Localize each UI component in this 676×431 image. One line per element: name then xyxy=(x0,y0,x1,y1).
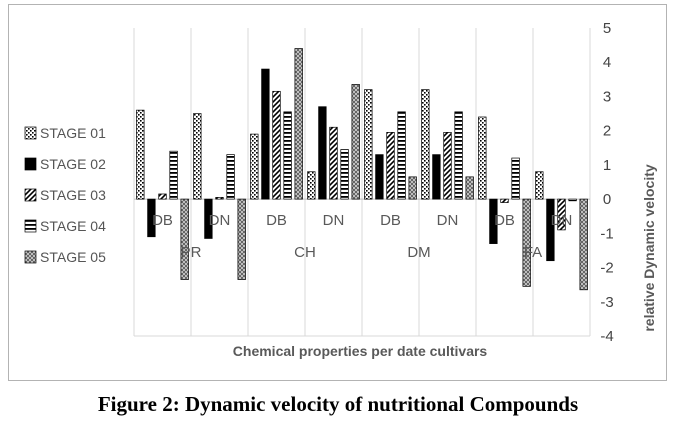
bar-stage-04 xyxy=(340,149,349,200)
legend-label: STAGE 03 xyxy=(40,187,106,203)
bar-stage-05 xyxy=(579,198,588,291)
y-axis-title: relative Dynamic velocity xyxy=(641,164,657,332)
legend: STAGE 01 STAGE 02 STAGE 03 STAGE 04 STAGE 05 xyxy=(24,125,106,265)
bar-stage-01 xyxy=(421,89,430,200)
bar-stage-01 xyxy=(136,109,145,200)
bar-stage-05 xyxy=(465,176,474,200)
bar-stage-05 xyxy=(351,84,360,200)
bar-stage-04 xyxy=(226,154,235,200)
bar-stage-04 xyxy=(397,111,406,200)
bar-stage-03 xyxy=(215,197,224,200)
bar-stage-02 xyxy=(432,154,441,200)
y-axis-ticks: 5 4 3 2 1 0 -1 -2 -3 -4 xyxy=(600,20,613,345)
category-labels: DB DN DB DN DB DN DB DN PR CH DM FA xyxy=(152,212,572,261)
y-tick-label: 2 xyxy=(603,123,611,140)
x-axis-title: Chemical properties per date cultivars xyxy=(233,343,488,359)
bar-stage-05 xyxy=(180,198,189,280)
y-tick-label: -4 xyxy=(600,328,613,345)
y-tick-label: -2 xyxy=(600,260,613,277)
y-tick-label: 0 xyxy=(603,191,611,208)
bar-stage-02 xyxy=(147,198,156,238)
legend-label: STAGE 04 xyxy=(40,218,106,234)
bar-stage-03 xyxy=(386,132,395,200)
bar-stage-04 xyxy=(454,111,463,200)
bar-stage-01 xyxy=(307,171,316,200)
legend-swatch xyxy=(24,219,37,233)
y-tick-label: -1 xyxy=(600,225,613,242)
bar-stage-02 xyxy=(204,198,213,239)
legend-swatch xyxy=(24,126,37,140)
bar-stage-04 xyxy=(511,157,520,200)
category-label: DN xyxy=(437,212,459,229)
bar-stage-05 xyxy=(294,48,303,200)
y-tick-label: 4 xyxy=(603,54,611,71)
bar-stage-04 xyxy=(283,111,292,200)
bar-stage-05 xyxy=(408,176,417,200)
bar-stage-03 xyxy=(272,90,281,200)
legend-swatch xyxy=(24,250,37,264)
bar-stage-02 xyxy=(375,154,384,200)
gridlines xyxy=(133,28,591,337)
category-label: DB xyxy=(152,212,173,229)
bar-stage-04 xyxy=(169,150,178,200)
legend-swatch xyxy=(24,157,37,171)
group-label: PR xyxy=(181,244,202,261)
bar-stage-05 xyxy=(237,198,246,280)
category-label: DN xyxy=(323,212,345,229)
bar-stage-03 xyxy=(443,132,452,200)
category-label: DB xyxy=(494,212,515,229)
bar-stage-02 xyxy=(489,198,498,244)
bar-stage-01 xyxy=(250,133,259,200)
y-tick-label: 1 xyxy=(603,157,611,174)
legend-label: STAGE 02 xyxy=(40,156,106,172)
group-label: CH xyxy=(294,244,316,261)
y-tick-label: 5 xyxy=(603,20,611,37)
legend-swatch xyxy=(24,188,37,202)
y-tick-label: -3 xyxy=(600,294,613,311)
y-tick-label: 3 xyxy=(603,88,611,105)
figure-caption: Figure 2: Dynamic velocity of nutritiona… xyxy=(97,392,579,416)
bar-stage-01 xyxy=(535,171,544,200)
category-label: DB xyxy=(266,212,287,229)
bar-stage-02 xyxy=(261,68,270,200)
bar-stage-02 xyxy=(546,198,555,262)
bar-stage-03 xyxy=(557,198,566,231)
bar-stage-01 xyxy=(478,116,487,200)
category-label: DN xyxy=(551,212,573,229)
chart-frame xyxy=(8,4,667,381)
category-label: DB xyxy=(380,212,401,229)
legend-label: STAGE 05 xyxy=(40,249,106,265)
bar-stage-03 xyxy=(329,126,338,200)
bar-stage-01 xyxy=(193,113,202,200)
group-label: FA xyxy=(524,244,542,261)
bar-stage-03 xyxy=(500,198,509,203)
bar-stage-03 xyxy=(158,193,167,200)
bar-stage-05 xyxy=(522,198,531,287)
bars xyxy=(136,48,588,291)
legend-label: STAGE 01 xyxy=(40,125,106,141)
group-label: DM xyxy=(407,244,430,261)
bar-stage-01 xyxy=(364,89,373,200)
category-label: DN xyxy=(209,212,231,229)
bar-stage-04 xyxy=(568,198,577,202)
bar-stage-02 xyxy=(318,106,327,200)
